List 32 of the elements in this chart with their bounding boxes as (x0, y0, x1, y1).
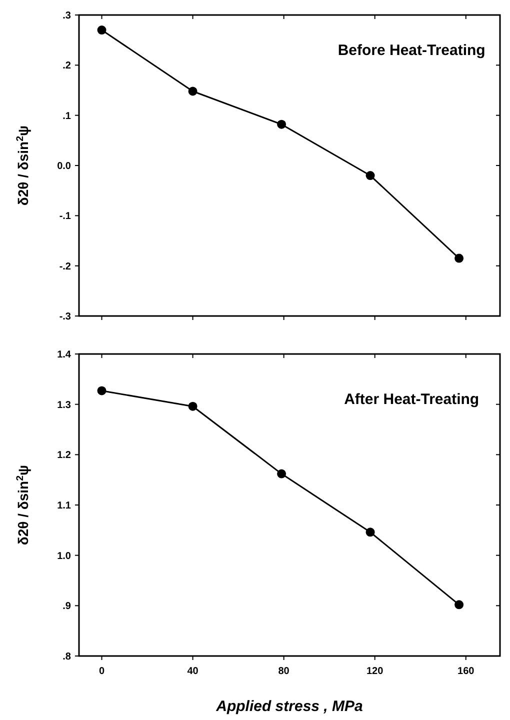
y-tick-label: 1.1 (57, 500, 72, 512)
y-tick-label: .8 (62, 652, 72, 662)
y-tick-label: -.3 (59, 312, 72, 322)
point (188, 86, 198, 96)
x-axis-title: Applied stress , MPa (215, 698, 363, 715)
point (277, 120, 286, 129)
y-tick-label: 1.2 (57, 450, 72, 462)
y-tick-label: .9 (62, 601, 72, 612)
x-tick-label: 80 (278, 666, 290, 677)
x-tick-label: 160 (458, 666, 475, 677)
annotation: After Heat-Treating (344, 391, 480, 408)
point (277, 469, 286, 478)
point (188, 402, 198, 411)
y-tick-label: 1.4 (57, 350, 72, 360)
point (454, 600, 464, 610)
point (454, 254, 464, 263)
y-tick-label: .1 (62, 110, 72, 122)
annotation: Before Heat-Treating (338, 42, 486, 59)
y-tick-label: 1.3 (57, 400, 72, 411)
y-tick-label: .3 (62, 10, 72, 22)
y-tick-label: 1.0 (57, 550, 72, 562)
y-tick-label: .2 (62, 60, 72, 72)
y-tick-label: -.1 (59, 211, 72, 222)
point (97, 26, 106, 35)
point (366, 528, 375, 537)
y-tick-label: 0.0 (57, 161, 72, 172)
point (366, 171, 375, 180)
x-tick-label: 120 (366, 666, 384, 677)
y-tick-label: -.2 (59, 261, 72, 272)
x-tick-label: 40 (187, 666, 199, 677)
x-tick-label: 0 (98, 666, 105, 677)
point (97, 386, 106, 396)
